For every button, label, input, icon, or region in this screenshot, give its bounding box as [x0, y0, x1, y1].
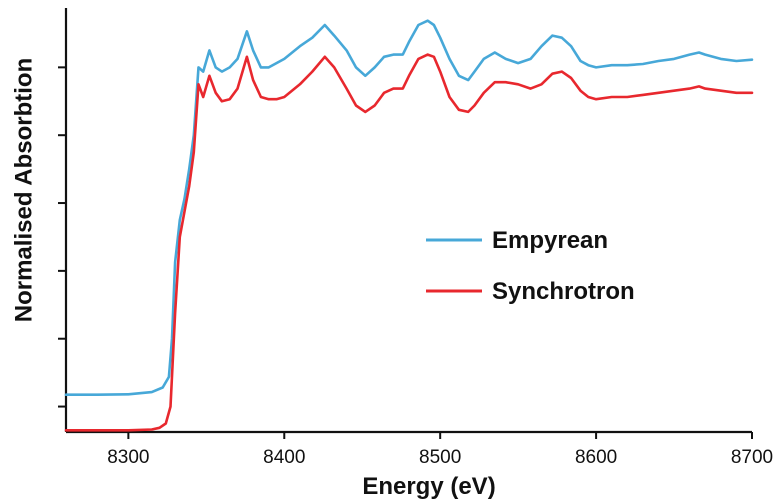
x-axis-ticks: 8300 8400 8500 8600 8700 — [107, 432, 773, 468]
x-tick-label: 8400 — [263, 447, 305, 468]
x-axis-title: Energy (eV) — [362, 473, 495, 500]
legend: Empyrean Synchrotron — [426, 227, 635, 305]
legend-label-synchrotron: Synchrotron — [492, 278, 635, 305]
axes: 8300 8400 8500 8600 8700 — [58, 8, 773, 468]
x-tick-label: 8600 — [575, 447, 617, 468]
series-lines — [64, 19, 754, 432]
x-tick-label: 8300 — [107, 447, 149, 468]
y-axis-ticks — [58, 66, 66, 408]
x-tick-label: 8500 — [419, 447, 461, 468]
series-line-synchrotron — [64, 53, 754, 432]
x-tick-label: 8700 — [731, 447, 773, 468]
y-axis-title: Normalised Absorbtion — [10, 58, 37, 322]
legend-label-empyrean: Empyrean — [492, 227, 608, 254]
